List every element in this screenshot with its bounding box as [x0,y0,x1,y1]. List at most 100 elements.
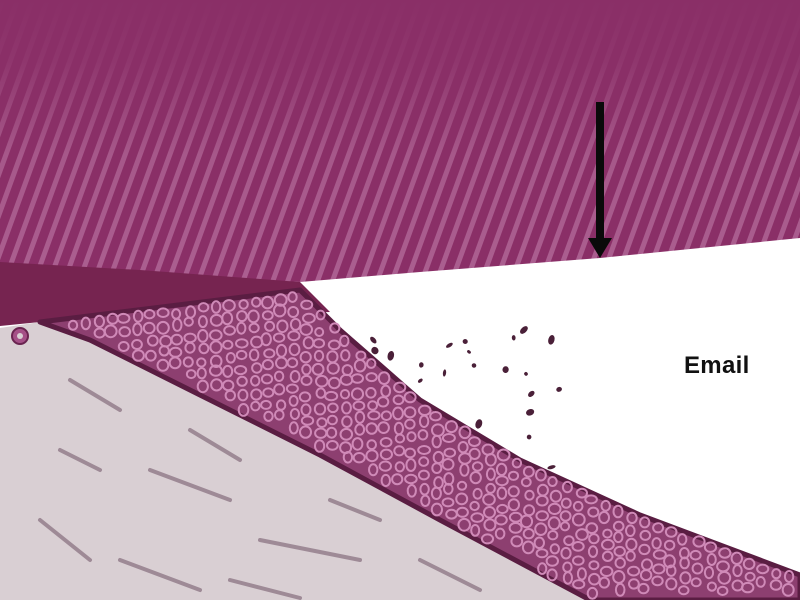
dentin-mark [519,326,528,334]
cementum-cell [326,414,338,426]
cementum-cell [587,545,599,558]
cementum-cell [612,520,625,532]
cementum-cell [376,396,390,408]
cementum-cell [602,528,613,539]
dentin-mark [418,362,424,368]
cementum-cell [236,310,248,323]
dentin-streak [258,538,362,562]
cementum-cell [238,299,249,310]
cementum-cell [547,476,558,487]
cementum-cell [572,555,585,566]
cementum-cell [209,354,223,368]
cementum-cell [547,530,559,541]
cementum-cell [377,371,391,386]
cementum-cell [314,439,326,453]
cementum-cell [142,321,156,335]
cementum-cell [584,494,598,505]
dentin-mark [387,350,395,361]
cementum-cell [172,317,183,332]
cementum-cell [456,480,468,491]
cementum-cell [237,403,250,417]
dentin-mark [471,363,477,368]
dentin-mark [526,434,532,440]
cementum-cell [156,320,170,335]
cementum-cell [586,586,599,600]
cementum-cell [535,494,549,507]
cementum-cell [559,510,572,522]
cementum-cell [404,447,417,459]
cementum-cell [520,477,532,488]
cementum-cell [535,510,550,522]
cementum-cell [263,348,276,359]
cementum-cell [182,356,194,368]
cementum-cell [301,363,312,376]
cementum-cell [235,338,249,349]
cementum-cell [507,485,520,498]
cementum-cell [247,309,260,324]
cementum-cell [288,395,299,407]
cementum-cell [353,358,367,373]
cementum-cell [417,469,430,481]
cementum-cell [692,535,706,548]
cementum-cell [289,370,301,383]
cementum-cell [470,512,485,523]
cementum-cell [533,536,545,550]
cementum-cell [575,528,589,541]
cementum-cell [342,451,354,464]
email-label: Email [684,352,750,379]
cementum-cell [404,473,418,485]
cementum-cell [184,341,196,354]
cementum-cell [299,425,312,439]
cementum-cell [560,497,572,509]
cementum-cell [222,339,234,350]
cementum-cell [588,560,600,571]
cementum-cell [156,358,170,372]
cementum-cell [263,410,274,422]
cementum-cell [196,379,209,394]
cementum-cell [289,408,300,420]
cementum-cell [314,327,325,337]
cementum-cell [545,555,559,567]
cementum-cell [158,345,170,357]
cementum-cell [703,541,718,553]
cementum-cell [638,543,651,556]
cementum-cell [393,381,407,394]
cementum-cell [664,526,678,538]
dentin-mark [446,342,453,348]
cementum-cell [144,349,157,362]
cementum-cell [250,375,261,387]
cementum-cell [467,436,481,448]
cementum-cell [298,391,312,403]
cementum-cell [601,550,614,563]
cementum-cell [262,387,275,398]
cementum-cell [639,529,652,541]
cementum-cell [679,571,692,585]
cementum-cell [405,458,417,472]
cementum-cell [522,528,535,540]
cementum-cell [572,500,584,512]
cementum-cell [535,468,547,482]
cementum-cell [485,467,496,481]
cementum-cell [237,388,249,402]
cementum-cell [406,484,417,498]
cementum-cell [547,502,562,515]
cementum-cell [742,557,756,571]
enamel-region [0,0,800,282]
cementum-cell [627,565,641,577]
dentin-mark [528,390,535,397]
dentin-mark [467,350,471,354]
cementum-cell [380,410,392,422]
cementum-cell [183,316,194,327]
cementum-cell [248,322,260,334]
cementum-cell [196,367,207,380]
cementum-cell [354,423,366,436]
dentin-streak [68,378,122,412]
cementum-cell [340,349,351,362]
dentin-streak [58,448,102,472]
cementum-cell [286,357,299,369]
cementum-cell [508,522,523,534]
cementum-cell [443,482,454,495]
cementum-cell [326,440,339,451]
cementum-cell [327,402,339,414]
cementum-cell [430,502,443,517]
